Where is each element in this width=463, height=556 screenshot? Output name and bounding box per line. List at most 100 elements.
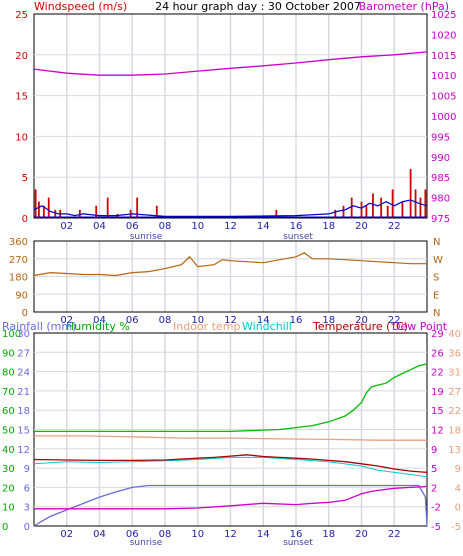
x-tick-label: 22 — [388, 221, 401, 232]
windchill-line — [33, 456, 428, 478]
x-tick-label: 10 — [191, 315, 204, 326]
y-tick-label-windspeed: 20 — [15, 51, 28, 62]
x-tick-label: 12 — [224, 221, 237, 232]
x-tick-label: 22 — [388, 315, 401, 326]
y-tick-label-temperature: 18 — [448, 426, 461, 437]
temperature-line — [33, 454, 428, 474]
sunset-label-bottom: sunset — [283, 538, 313, 548]
legend-indoor-temp: Indoor temp — [173, 320, 240, 333]
y-tick-label-barometer: 980 — [431, 194, 450, 205]
plot-frame — [33, 13, 428, 219]
y-tick-label-direction: 270 — [9, 255, 28, 266]
x-tick-label: 08 — [159, 315, 172, 326]
y-tick-label-humidity: 40 — [2, 445, 15, 456]
y-tick-label-barometer: 1015 — [431, 51, 456, 62]
x-tick-label: 12 — [224, 529, 237, 540]
y-tick-label-barometer: 995 — [431, 132, 450, 143]
y-tick-label-rainfall: 18 — [17, 406, 30, 417]
y-tick-label-dewpoint: 26 — [431, 348, 444, 359]
y-tick-label-humidity: 50 — [2, 426, 15, 437]
legend-dewpoint: Dew Point — [392, 320, 448, 333]
dewpoint-line — [34, 485, 428, 510]
y-tick-label-dewpoint: -5 — [431, 522, 441, 533]
legend-rainfall: Rainfall (mm) — [2, 320, 76, 333]
y-tick-label-temperature: 31 — [448, 368, 461, 379]
y-tick-label-dewpoint: -2 — [431, 503, 441, 514]
y-tick-label-temperature: 36 — [448, 348, 461, 359]
compass-label: W — [433, 255, 443, 266]
compass-label: E — [433, 290, 439, 301]
y-tick-label-humidity: 100 — [2, 329, 21, 340]
x-tick-label: 06 — [126, 315, 139, 326]
x-tick-label: 20 — [355, 315, 368, 326]
y-tick-label-rainfall: 27 — [17, 348, 30, 359]
sunrise-label-bottom: sunrise — [130, 538, 163, 548]
average-wind-line — [33, 199, 428, 217]
y-tick-label-humidity: 30 — [2, 464, 15, 475]
y-tick-label-windspeed: 25 — [15, 10, 28, 21]
x-tick-label: 14 — [257, 221, 270, 232]
y-tick-label-humidity: 70 — [2, 387, 15, 398]
barometer-axis-title: Barometer (hPa) — [359, 0, 449, 13]
x-tick-label: 02 — [60, 315, 73, 326]
y-tick-label-dewpoint: 29 — [431, 329, 444, 340]
y-tick-label-barometer: 1005 — [431, 92, 456, 103]
y-tick-label-humidity: 20 — [2, 483, 15, 494]
y-tick-label-windspeed: 10 — [15, 132, 28, 143]
y-tick-label-barometer: 1000 — [431, 112, 456, 123]
y-tick-label-direction: 0 — [22, 308, 28, 319]
y-tick-label-rainfall: 24 — [17, 368, 30, 379]
y-tick-label-dewpoint: 5 — [431, 464, 437, 475]
x-tick-label: 16 — [290, 529, 303, 540]
y-tick-label-rainfall: 12 — [17, 445, 30, 456]
y-tick-label-dewpoint: 15 — [431, 406, 444, 417]
x-tick-label: 16 — [290, 221, 303, 232]
compass-label: N — [433, 308, 440, 319]
x-tick-label: 14 — [257, 529, 270, 540]
y-tick-label-humidity: 90 — [2, 348, 15, 359]
y-tick-label-rainfall: 6 — [24, 483, 30, 494]
y-tick-label-windspeed: 5 — [22, 173, 28, 184]
x-tick-label: 14 — [257, 315, 270, 326]
y-tick-label-barometer: 990 — [431, 153, 450, 164]
x-tick-label: 20 — [355, 221, 368, 232]
x-tick-label: 06 — [126, 529, 139, 540]
y-tick-label-windspeed: 0 — [22, 214, 28, 225]
sunset-label-top: sunset — [283, 232, 313, 242]
x-tick-label: 02 — [60, 529, 73, 540]
y-tick-label-temperature: 4 — [455, 483, 461, 494]
y-tick-label-humidity: 60 — [2, 406, 15, 417]
y-tick-label-dewpoint: 12 — [431, 426, 444, 437]
y-tick-label-temperature: 0 — [455, 503, 461, 514]
y-tick-label-rainfall: 21 — [17, 387, 30, 398]
y-tick-label-temperature: 13 — [448, 445, 461, 456]
y-tick-label-rainfall: 3 — [24, 503, 30, 514]
x-tick-label: 16 — [290, 315, 303, 326]
indoor-temp-line — [34, 435, 427, 441]
y-tick-label-dewpoint: 22 — [431, 368, 444, 379]
y-tick-label-dewpoint: 19 — [431, 387, 444, 398]
barometer-line — [33, 51, 428, 76]
y-tick-label-temperature: 27 — [448, 387, 461, 398]
y-tick-label-temperature: 22 — [448, 406, 461, 417]
x-tick-label: 04 — [93, 221, 106, 232]
y-tick-label-barometer: 1020 — [431, 30, 456, 41]
y-tick-label-humidity: 80 — [2, 368, 15, 379]
y-tick-label-barometer: 1010 — [431, 71, 456, 82]
chart-title: 24 hour graph day : 30 October 2007 — [155, 0, 361, 13]
legend-temperature: Temperature (°C) — [312, 320, 408, 333]
y-tick-label-temperature: 40 — [448, 329, 461, 340]
y-tick-label-dewpoint: 9 — [431, 445, 437, 456]
y-tick-label-direction: 360 — [9, 237, 28, 248]
rainfall-line — [33, 484, 428, 527]
sunrise-label-top: sunrise — [130, 232, 163, 242]
compass-label: N — [433, 237, 440, 248]
y-tick-label-temperature: -5 — [451, 522, 461, 533]
y-tick-label-barometer: 1025 — [431, 10, 456, 21]
x-tick-label: 06 — [126, 221, 139, 232]
legend-humidity: Humidity % — [66, 320, 130, 333]
x-tick-label: 04 — [93, 315, 106, 326]
wind-direction-line — [33, 252, 427, 277]
